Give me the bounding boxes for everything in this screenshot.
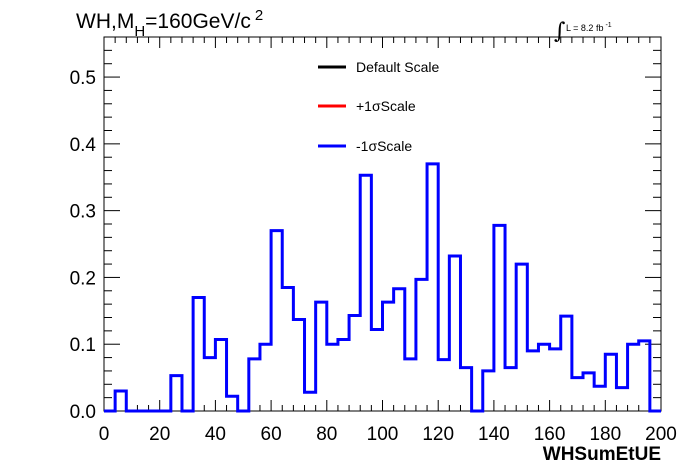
x-tick-label: 180 [589, 424, 621, 445]
luminosity-label: L = 8.2 fb -1 [566, 22, 612, 33]
histogram-series [104, 162, 661, 413]
y-tick-label: 0.0 [70, 402, 96, 423]
x-tick-label: 80 [316, 424, 337, 445]
x-tick-label: 100 [367, 424, 399, 445]
plot-frame [103, 36, 662, 412]
legend-label-default: Default Scale [356, 59, 439, 75]
legend-label-minus: -1σScale [356, 138, 412, 154]
x-axis-label: WHSumEtUE [543, 444, 661, 465]
x-tick-label: 200 [645, 424, 677, 445]
luminosity-integral: ∫ [554, 19, 566, 44]
x-tick-label: 0 [99, 424, 110, 445]
axis-tick-labels: 0 20 40 60 80 100 120 140 160 180 200 0.0 0.1 0.2 0.3 0… [70, 68, 677, 445]
x-tick-label: 20 [149, 424, 170, 445]
x-tick-label: 160 [534, 424, 566, 445]
histogram-line [104, 162, 661, 413]
chart-title-superscript: 2 [255, 7, 263, 24]
x-tick-label: 60 [261, 424, 282, 445]
y-tick-label: 0.2 [70, 268, 96, 289]
y-tick-label: 0.3 [70, 202, 96, 223]
x-tick-label: 40 [205, 424, 226, 445]
chart-title-rest: =160GeV/c [145, 10, 251, 33]
y-tick-label: 0.1 [70, 335, 96, 356]
x-tick-label: 140 [478, 424, 510, 445]
y-tick-label: 0.5 [70, 68, 96, 89]
legend: Default Scale +1σScale -1σScale [318, 59, 439, 154]
y-tick-label: 0.4 [70, 135, 97, 156]
luminosity-superscript: -1 [605, 22, 611, 29]
x-tick-label: 120 [422, 424, 454, 445]
chart-title: WH,MH=160GeV/c 2 [76, 7, 263, 40]
legend-label-plus: +1σScale [356, 98, 416, 114]
chart-title-subscript: H [134, 23, 145, 40]
axis-ticks [103, 36, 662, 412]
